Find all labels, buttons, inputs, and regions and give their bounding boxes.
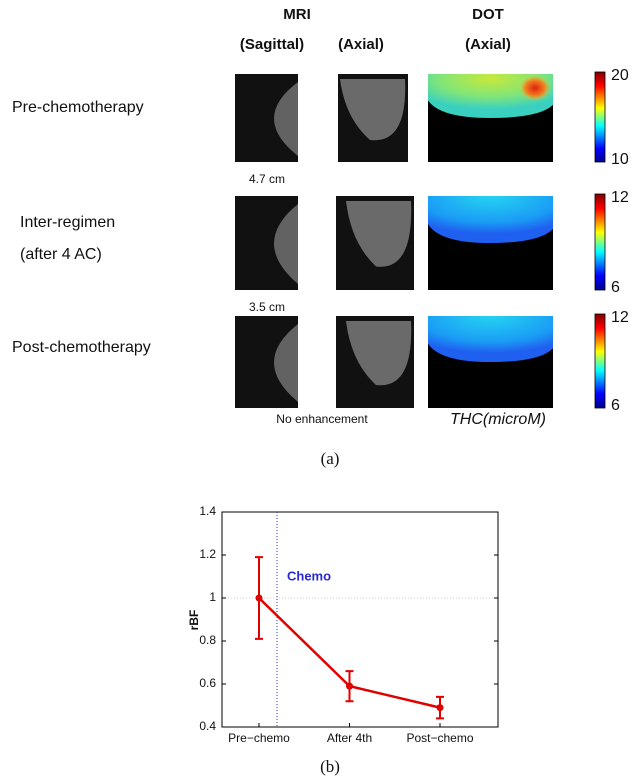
unit-label: THC(microM)	[450, 411, 546, 428]
figure: MRI (Sagittal) (Axial) DOT (Axial) THC(m…	[0, 0, 637, 781]
colorbar-label: 6	[611, 279, 620, 296]
y-tick-label: 1.2	[199, 547, 216, 561]
colorbar	[595, 314, 605, 408]
point	[437, 704, 444, 711]
colorbar-label: 10	[611, 151, 629, 168]
point	[256, 595, 263, 602]
colorbar	[595, 194, 605, 290]
y-tick-label: 0.6	[199, 676, 216, 690]
header: (Axial)	[465, 36, 511, 53]
header: (Sagittal)	[240, 36, 304, 53]
size-label: 4.7 cm	[249, 172, 285, 186]
row-label: Post-chemotherapy	[12, 339, 151, 356]
point	[346, 683, 353, 690]
colorbar	[595, 72, 605, 162]
size-label: 3.5 cm	[249, 300, 285, 314]
y-tick-label: 1	[209, 590, 216, 604]
row-label: (after 4 AC)	[20, 246, 102, 263]
x-tick-label: Post−chemo	[406, 731, 473, 745]
x-tick-label: Pre−chemo	[228, 731, 290, 745]
colorbar-label: 12	[611, 309, 629, 326]
row-label: Inter-regimen	[20, 214, 115, 231]
header: DOT	[472, 6, 504, 23]
colorbar-label: 12	[611, 189, 629, 206]
row-label: Pre-chemotherapy	[12, 99, 144, 116]
size-label: No enhancement	[276, 412, 368, 426]
dot-hotspot	[519, 75, 551, 101]
dot-blob	[428, 196, 553, 243]
caption: (a)	[321, 449, 340, 468]
y-tick-label: 0.8	[199, 633, 216, 647]
dot-blob	[428, 316, 553, 362]
y-tick-label: 0.4	[199, 719, 216, 733]
header: (Axial)	[338, 36, 384, 53]
plot-frame	[222, 512, 498, 727]
y-axis-label: rBF	[187, 610, 201, 631]
annotation: Chemo	[287, 568, 331, 583]
y-tick-label: 1.4	[199, 504, 216, 518]
colorbar-label: 20	[611, 67, 629, 84]
caption: (b)	[320, 757, 340, 776]
header: MRI	[283, 6, 311, 23]
x-tick-label: After 4th	[327, 731, 372, 745]
colorbar-label: 6	[611, 397, 620, 414]
